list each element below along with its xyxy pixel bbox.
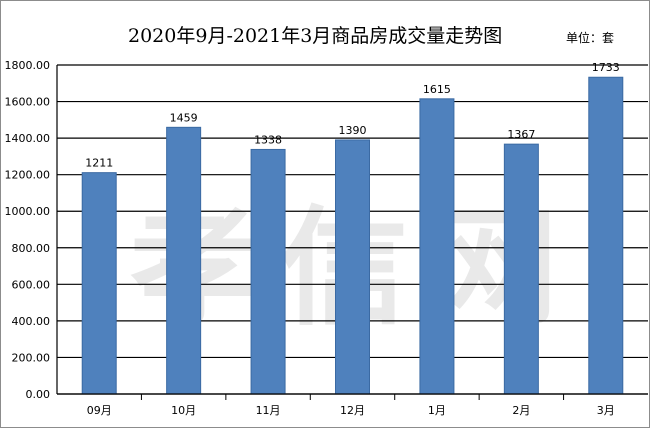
bar-3 — [250, 148, 286, 395]
data-label: 1733 — [592, 61, 620, 74]
labels: 0.00 200.00 400.00 600.00 800.00 1000.00 1200.… — [5, 59, 620, 417]
x-category-label: 11月 — [256, 404, 281, 417]
bar-7 — [588, 76, 624, 395]
y-tick-label: 0.00 — [26, 388, 51, 401]
y-tick-label: 1200.00 — [5, 169, 51, 182]
bar-2 — [166, 126, 202, 395]
data-label: 1367 — [507, 128, 535, 141]
y-tick-label: 600.00 — [12, 278, 51, 291]
bar-1 — [81, 172, 117, 395]
x-category-label: 12月 — [340, 404, 365, 417]
y-tick-label: 1600.00 — [5, 96, 51, 109]
y-tick-label: 1400.00 — [5, 132, 51, 145]
data-label: 1338 — [254, 133, 282, 146]
y-tick-label: 200.00 — [12, 351, 51, 364]
bars — [81, 76, 624, 395]
data-label: 1459 — [170, 111, 198, 124]
y-tick-label: 400.00 — [12, 315, 51, 328]
data-label: 1615 — [423, 83, 451, 96]
bar-5 — [419, 98, 455, 395]
data-label: 1211 — [85, 157, 113, 170]
chart-title: 2020年9月-2021年3月商品房成交量走势图 — [128, 25, 503, 47]
axes — [56, 65, 648, 400]
bar-4 — [335, 139, 370, 395]
x-category-label: 10月 — [171, 404, 196, 417]
x-category-label: 1月 — [428, 404, 446, 417]
y-tick-label: 1000.00 — [5, 205, 51, 218]
y-tick-label: 800.00 — [12, 242, 51, 255]
x-category-label: 3月 — [597, 404, 615, 417]
unit-label: 单位：套 — [566, 31, 615, 45]
bar-6 — [503, 143, 539, 395]
y-tick-label: 1800.00 — [5, 59, 51, 72]
data-label: 1390 — [339, 124, 367, 137]
x-category-label: 09月 — [87, 404, 112, 417]
x-category-label: 2月 — [512, 404, 530, 417]
